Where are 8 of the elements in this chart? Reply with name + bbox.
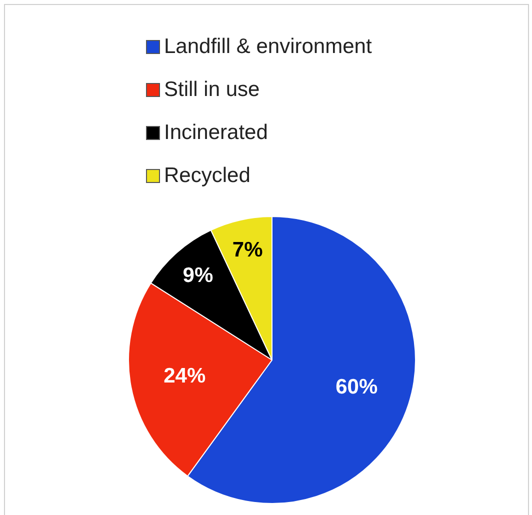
- data-label: 24%: [164, 364, 206, 388]
- legend-label: Landfill & environment: [164, 34, 372, 58]
- data-label: 7%: [232, 238, 264, 262]
- data-label: 60%: [336, 375, 378, 398]
- legend-label: Recycled: [164, 164, 250, 188]
- legend-label: Incinerated: [164, 120, 268, 144]
- data-label: 9%: [182, 264, 214, 287]
- legend-label: Still in use: [164, 78, 260, 102]
